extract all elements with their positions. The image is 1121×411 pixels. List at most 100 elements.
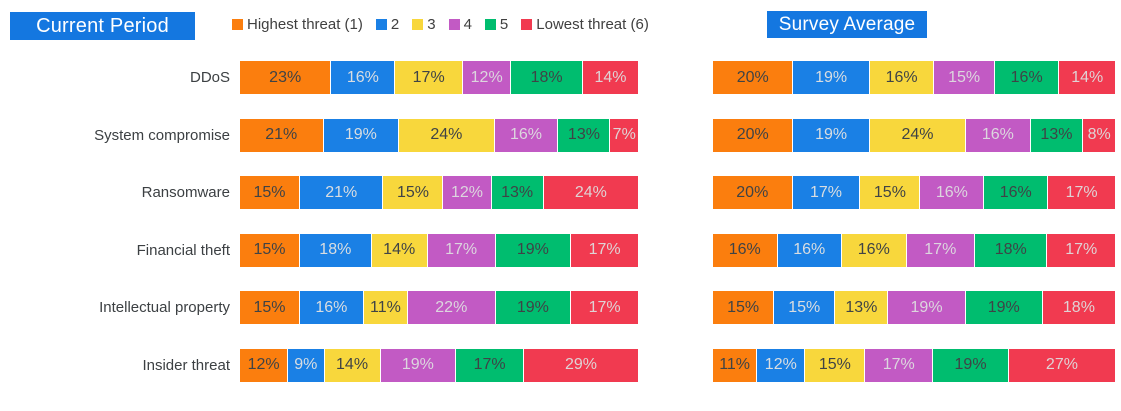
bar-segment: 9% [288,348,325,382]
bar-segment: 15% [860,176,921,210]
bar-segment: 12% [463,61,512,94]
bar-segment: 17% [792,176,861,210]
stacked-bar: 16% 16% 16% 17% 18% 17% [713,233,1115,267]
category-label: System compromise [94,126,230,144]
stacked-bar: 20% 19% 24% 16% 13% 8% [713,118,1116,152]
bar-segment: 18% [299,233,372,267]
bar-segment: 15% [713,291,775,325]
bar-segment: 13% [1030,118,1084,152]
chart-row: 11% 12% 15% 17% 19% 27% [713,348,1115,382]
category-label: Intellectual property [99,299,230,317]
stacked-bar: 12% 9% 14% 19% 17% 29% [240,348,638,382]
legend-item: 3 [412,16,436,33]
bar-segment: 17% [427,233,496,267]
legend-swatch-icon [521,18,533,30]
chart-row: Insider threat 12% 9% 14% 19% 17% 29% [142,348,638,382]
chart-row: Intellectual property 15% 16% 11% 22% 19% 17% [99,291,638,325]
bar-segment: 24% [869,118,967,152]
legend-label: Highest threat (1) [247,15,363,33]
legend-swatch-icon [484,18,496,30]
stacked-bar: 15% 16% 11% 22% 19% 17% [240,291,638,325]
bar-segment: 11% [713,348,758,382]
legend-swatch-icon [375,18,387,30]
bar-segment: 13% [491,176,544,210]
bar-segment: 16% [966,118,1031,152]
bar-segment: 16% [984,176,1049,210]
chart-row: System compromise 21% 19% 24% 16% 13% 7% [94,118,638,152]
bar-segment: 23% [240,61,332,94]
stacked-bar: 21% 19% 24% 16% 13% 7% [240,118,638,152]
bar-segment: 20% [713,118,794,152]
bar-segment: 12% [240,348,289,382]
bar-segment: 16% [777,233,843,267]
legend-item: Highest threat (1) [232,16,363,33]
bar-segment: 19% [495,233,572,267]
chart-row: 15% 15% 13% 19% 19% 18% [713,291,1115,325]
chart-row: 20% 19% 16% 15% 16% 14% [713,61,1115,94]
bar-segment: 19% [933,348,1009,382]
bar-segment: 20% [713,61,794,94]
bar-segment: 20% [713,176,793,210]
stacked-bar: 23% 16% 17% 12% 18% 14% [240,61,638,94]
legend-label: 2 [390,15,400,33]
stacked-bar: 20% 17% 15% 16% 16% 17% [713,176,1115,210]
stacked-bar: 15% 15% 13% 19% 19% 18% [713,291,1115,325]
panel-title-survey-average: Survey Average [767,11,927,38]
bar-segment: 18% [511,61,583,94]
category-label: Insider threat [142,356,230,374]
legend-item: 2 [375,15,400,33]
legend-swatch-icon [232,18,243,30]
bar-segment: 16% [299,291,364,325]
bar-segment: 11% [363,291,409,325]
bar-segment: 15% [934,61,995,94]
bar-segment: 17% [571,291,638,325]
chart-row: Ransomware 15% 21% 15% 12% 13% 24% [142,176,638,210]
category-label: DDoS [189,69,230,86]
bar-segment: 19% [380,348,457,382]
bar-segment: 16% [842,233,907,267]
bar-segment: 12% [757,348,806,382]
bar-segment: 12% [443,176,492,210]
bar-segment: 7% [610,118,638,152]
bar-segment: 19% [793,118,870,152]
chart-row: 20% 19% 24% 16% 13% 8% [713,118,1116,152]
bar-segment: 19% [965,291,1043,325]
bar-segment: 22% [408,291,496,325]
legend-item: Lowest threat (6) [521,16,649,33]
chart-panel-survey-average: 20% 19% 16% 15% 16% 14% 20% 19% 24% 16% 13% 8% 20% 17… [713,61,1116,382]
bar-segment: 29% [524,348,638,382]
legend-swatch-icon [448,18,460,30]
bar-segment: 14% [371,233,428,267]
chart-row: Financial theft 15% 18% 14% 17% 19% 17% [137,233,638,267]
bar-segment: 18% [1042,291,1115,325]
bar-segment: 16% [331,61,396,94]
bar-segment: 17% [906,233,976,267]
chart-row: 16% 16% 16% 17% 18% 17% [713,233,1115,267]
stacked-bar: 20% 19% 16% 15% 16% 14% [713,61,1115,94]
bar-segment: 16% [494,118,559,152]
bar-segment: 14% [582,61,638,94]
legend-label: Lowest threat (6) [536,15,649,33]
bar-segment: 8% [1083,118,1116,152]
bar-segment: 19% [793,61,870,94]
bar-segment: 13% [835,291,889,325]
bar-segment: 24% [543,176,638,210]
panel-title-current-period: Current Period [10,12,195,40]
bar-segment: 21% [299,176,384,210]
bar-segment: 15% [240,233,300,267]
bar-segment: 14% [324,348,381,382]
bar-segment: 15% [240,176,300,210]
bar-segment: 15% [805,348,866,382]
bar-segment: 19% [888,291,966,325]
bar-segment: 21% [240,118,324,152]
legend-item: 4 [448,16,472,33]
bar-segment: 13% [558,118,611,152]
legend-label: 5 [499,15,509,33]
bar-segment: 16% [713,233,778,267]
legend-item: 5 [484,15,509,33]
bar-segment: 17% [1048,176,1115,210]
bar-segment: 24% [399,118,495,152]
bar-segment: 14% [1059,61,1115,94]
bar-segment: 18% [975,233,1048,267]
